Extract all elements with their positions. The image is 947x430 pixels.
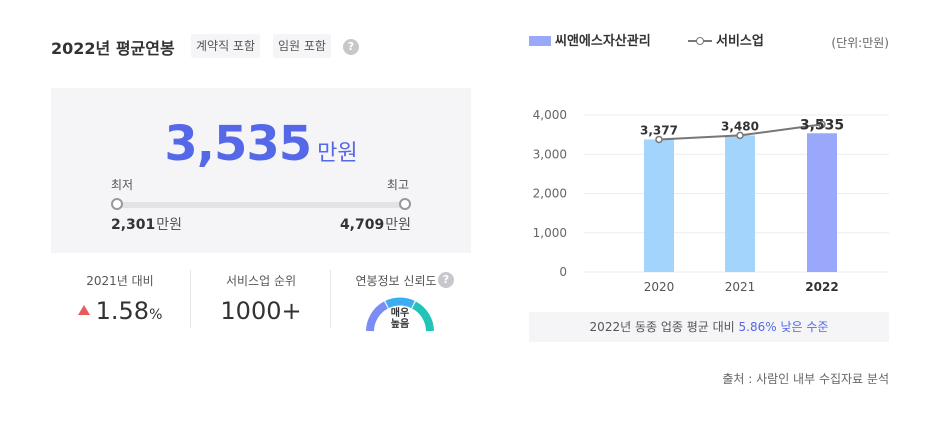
x-tick-label: 2021 [725,280,756,294]
comparison-highlight: 5.86% 낮은 수준 [738,320,829,334]
average-salary: 3,535 만원 [51,116,471,172]
executive-included-tag: 임원 포함 [273,34,331,58]
legend-industry-label: 서비스업 [716,34,764,49]
contract-included-tag: 계약직 포함 [191,34,261,58]
max-salary-unit: 만원 [385,217,411,233]
average-salary-unit: 만원 [317,141,358,166]
comparison-text: 2022년 동종 업종 평균 대비 [589,320,739,334]
yoy-change-value: 1.58 [95,297,150,325]
reliability-label: 연봉정보 신뢰도 [355,274,437,288]
stat-divider [330,270,331,328]
max-salary-value: 4,709 [339,217,385,233]
page-title: 2022년 평균연봉 [51,39,175,58]
y-tick-label: 3,000 [533,147,567,161]
bar [725,135,755,272]
min-salary-unit: 만원 [156,217,183,233]
help-icon[interactable]: ? [343,39,359,55]
legend-company-label: 씨앤에스자산관리 [555,34,651,49]
reliability-value-line1: 매우 [390,308,410,319]
bar [644,139,674,272]
max-salary-knob [399,198,411,210]
gauge-arc-icon [366,297,434,332]
increase-arrow-icon [77,305,90,315]
stat-divider [190,270,191,328]
min-salary-value: 2,301 [111,217,156,233]
salary-panel: 3,535 만원 최저 최고 2,301만원 4,709만원 [51,88,471,253]
min-salary-label: 최저 [111,178,134,192]
max-salary-label: 최고 [386,178,409,192]
y-tick-label: 0 [559,265,567,279]
y-tick-label: 1,000 [533,226,567,240]
industry-rank-label: 서비스업 순위 [225,274,297,288]
data-label: 3,480 [721,119,759,133]
bar-swatch-icon [529,35,551,46]
line-point [655,135,663,144]
line-swatch-icon [688,36,712,46]
industry-comparison: 2022년 동종 업종 평균 대비 5.86% 낮은 수준 [529,312,889,342]
reliability-help-icon[interactable]: ? [438,272,454,288]
bar [807,133,837,272]
unit-note: (단위:만원) [831,36,889,50]
yoy-label: 2021년 대비 [86,274,154,288]
min-salary: 2,301만원 [111,214,182,234]
yoy-change: 1.58% [55,297,185,325]
data-label: 3,377 [640,123,678,137]
y-tick-label: 4,000 [533,108,567,122]
salary-chart: 0 1,000 2,000 3,000 4,000 2020 2021 2022 3,377 3,… [533,108,889,294]
industry-rank-value: 1000+ [220,297,302,325]
legend-company: 씨앤에스자산관리 [529,33,651,51]
reliability-gauge: 매우 높음 [362,293,438,335]
data-source: 출처 : 사람인 내부 수집자료 분석 [722,372,889,386]
x-tick-label: 2020 [644,280,675,294]
y-tick-label: 2,000 [533,187,567,201]
line-point [818,120,826,129]
average-salary-value: 3,535 [164,116,312,172]
yoy-change-unit: % [149,307,163,323]
x-tick-label: 2022 [805,280,838,294]
min-salary-knob [111,198,123,210]
max-salary: 4,709만원 [340,214,411,234]
reliability-value: 매우 높음 [362,308,438,330]
reliability-value-line2: 높음 [390,319,410,330]
salary-range-track [111,198,411,210]
line-point [736,131,744,140]
data-label: 3,535 [800,117,844,133]
legend-industry: 서비스업 [688,33,764,51]
